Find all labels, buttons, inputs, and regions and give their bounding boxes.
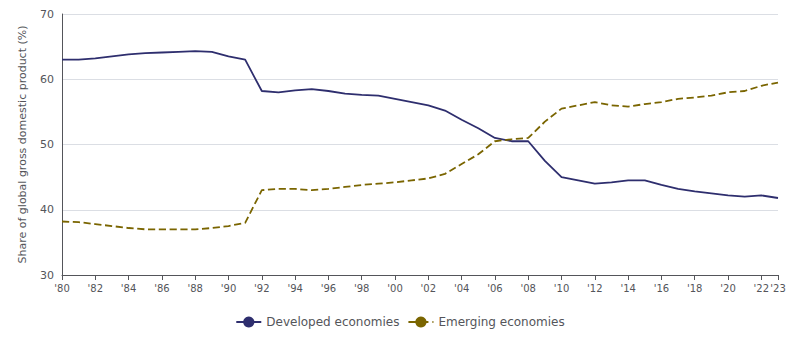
svg-text:'14: '14 — [620, 283, 635, 294]
svg-text:'84: '84 — [121, 283, 136, 294]
svg-text:'86: '86 — [154, 283, 169, 294]
svg-text:'23: '23 — [770, 283, 785, 294]
svg-text:'18: '18 — [687, 283, 702, 294]
svg-text:'82: '82 — [88, 283, 103, 294]
svg-text:40: 40 — [40, 203, 54, 216]
svg-text:50: 50 — [40, 138, 54, 151]
svg-text:'16: '16 — [654, 283, 669, 294]
svg-text:Emerging economies: Emerging economies — [438, 315, 564, 329]
svg-text:70: 70 — [40, 8, 54, 21]
svg-text:'96: '96 — [321, 283, 336, 294]
svg-text:'12: '12 — [587, 283, 602, 294]
svg-text:Share of global gross domestic: Share of global gross domestic product (… — [16, 25, 29, 263]
svg-text:'06: '06 — [487, 283, 502, 294]
svg-text:'08: '08 — [520, 283, 535, 294]
svg-text:'20: '20 — [720, 283, 735, 294]
svg-text:'10: '10 — [554, 283, 569, 294]
svg-text:'90: '90 — [221, 283, 236, 294]
svg-text:'22: '22 — [754, 283, 769, 294]
svg-text:60: 60 — [40, 73, 54, 86]
svg-text:'98: '98 — [354, 283, 369, 294]
svg-text:30: 30 — [40, 269, 54, 282]
svg-text:'88: '88 — [187, 283, 202, 294]
svg-text:'02: '02 — [421, 283, 436, 294]
svg-text:'92: '92 — [254, 283, 269, 294]
svg-text:'00: '00 — [387, 283, 402, 294]
svg-text:'80: '80 — [54, 283, 69, 294]
svg-text:'04: '04 — [454, 283, 469, 294]
svg-text:Developed economies: Developed economies — [266, 315, 399, 329]
svg-text:'94: '94 — [287, 283, 302, 294]
